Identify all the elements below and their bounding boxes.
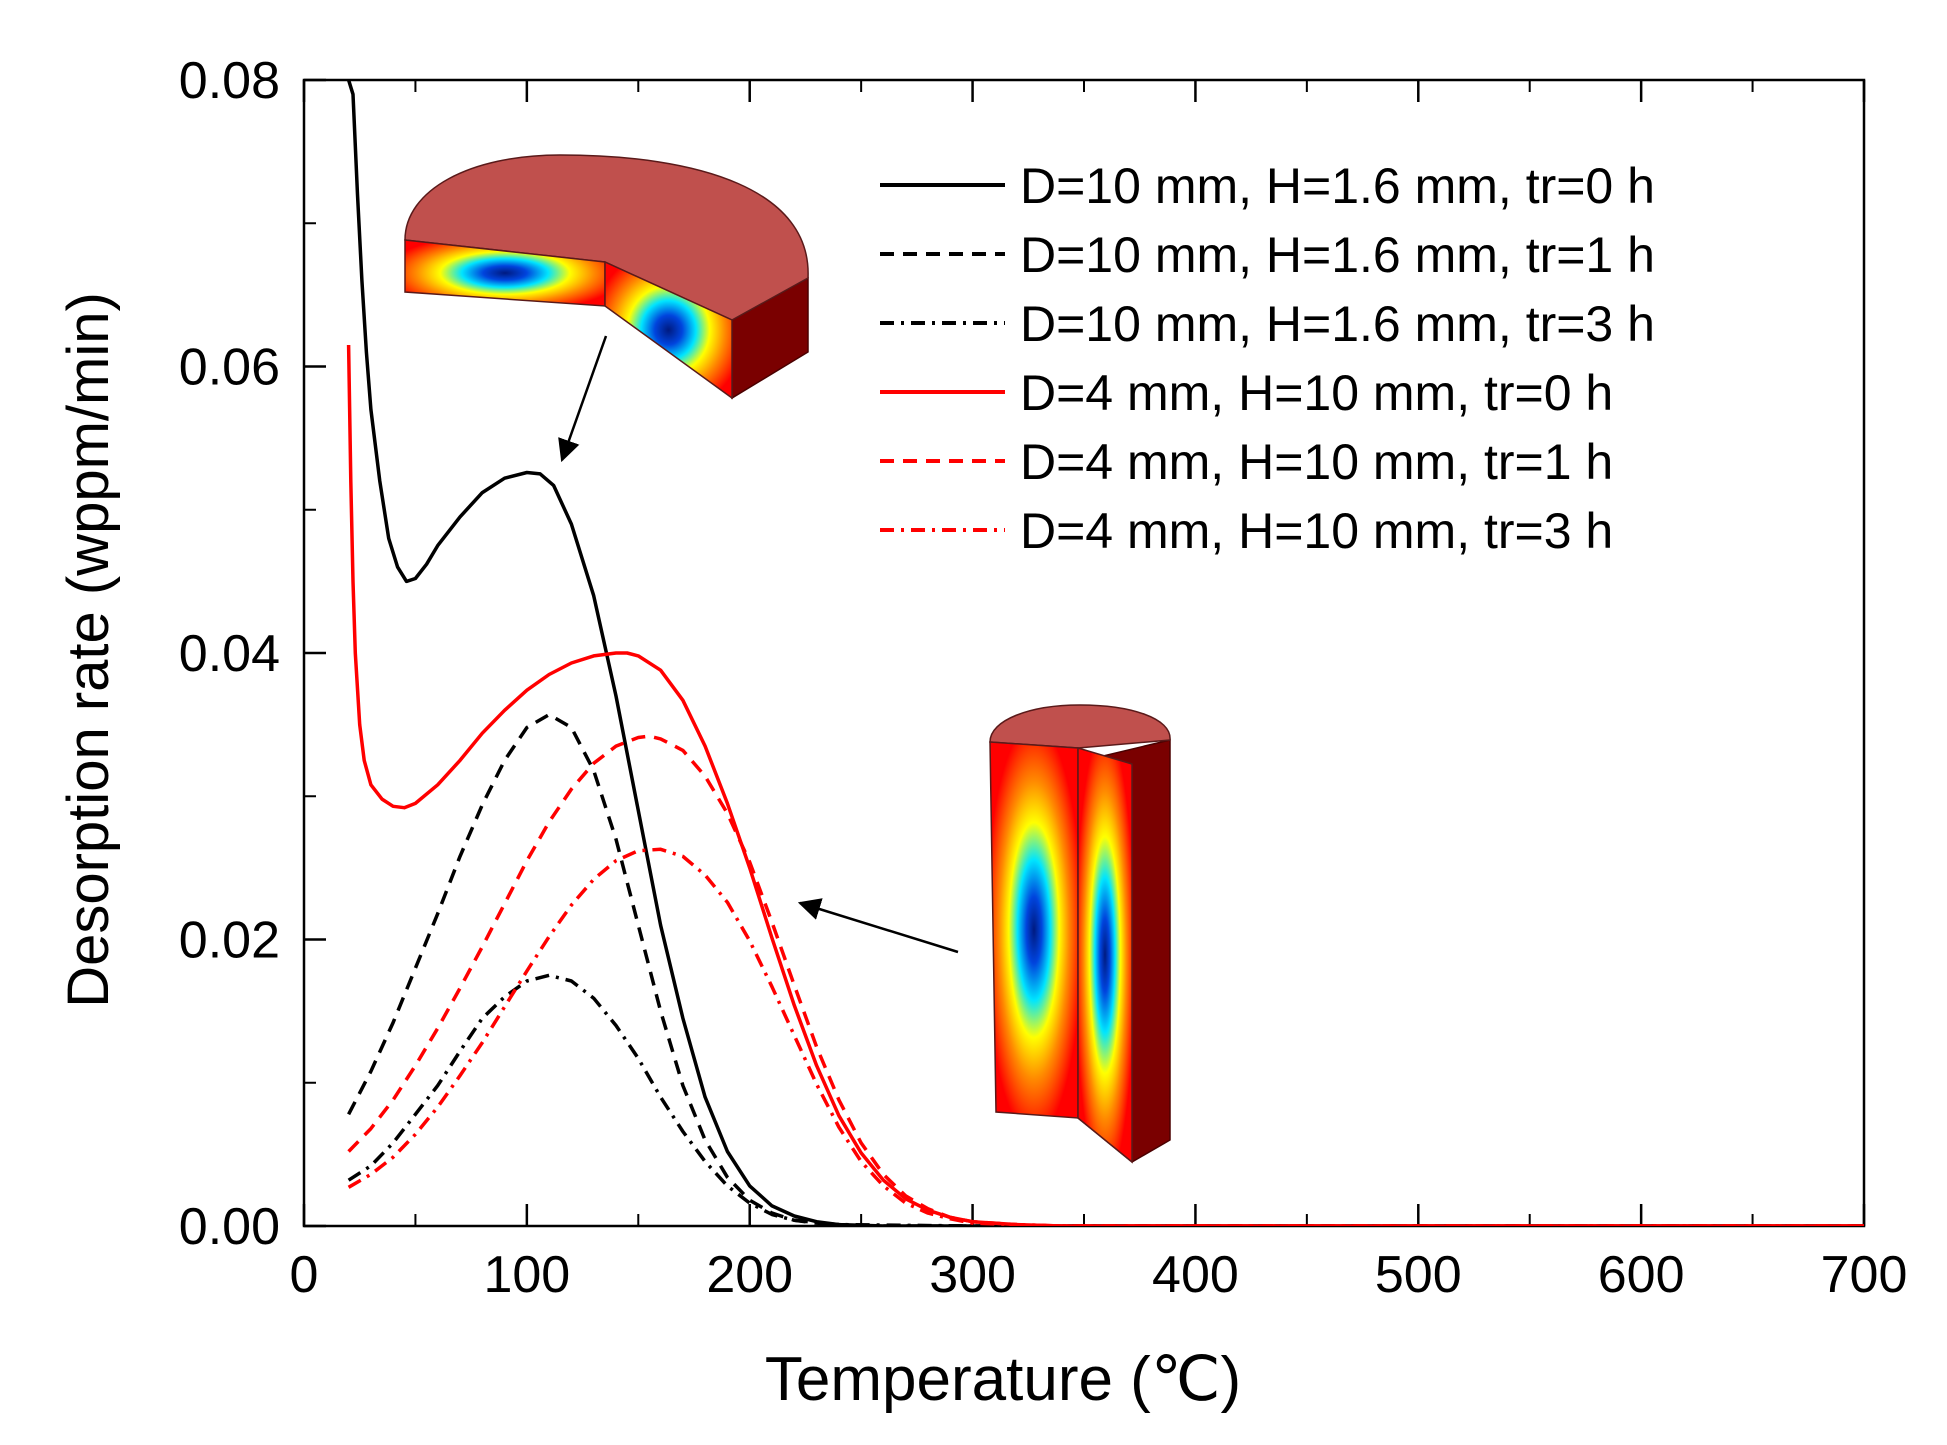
cylinder-specimen-inset bbox=[797, 704, 1171, 1164]
y-tick-label: 0.00 bbox=[179, 1198, 280, 1256]
legend-label-3: D=10 mm, H=1.6 mm, tr=3 h bbox=[1020, 296, 1655, 352]
x-tick-label: 600 bbox=[1598, 1246, 1685, 1304]
y-tick-label: 0.08 bbox=[179, 52, 280, 110]
y-tick-label: 0.04 bbox=[179, 625, 280, 683]
series-line-5 bbox=[347, 734, 1864, 1226]
legend-label-5: D=4 mm, H=10 mm, tr=1 h bbox=[1020, 434, 1613, 490]
y-axis-ticks: 0.00 0.02 0.04 0.06 0.08 bbox=[179, 52, 326, 1256]
cylinder-top-surface bbox=[989, 704, 1171, 749]
series-line-6 bbox=[347, 847, 1864, 1226]
series-layer bbox=[346, 80, 1864, 1226]
x-tick-label: 200 bbox=[706, 1246, 793, 1304]
disc-top-surface bbox=[404, 154, 809, 321]
legend-label-6: D=4 mm, H=10 mm, tr=3 h bbox=[1020, 503, 1613, 559]
disc-arrow bbox=[558, 335, 608, 463]
cylinder-cut-face-right bbox=[1077, 746, 1133, 1164]
x-tick-label: 700 bbox=[1821, 1246, 1908, 1304]
x-axis-label: Temperature (℃) bbox=[765, 1345, 1241, 1414]
y-tick-label: 0.06 bbox=[179, 339, 280, 397]
x-tick-label: 400 bbox=[1152, 1246, 1239, 1304]
y-tick-label: 0.02 bbox=[179, 912, 280, 970]
disc-specimen-inset bbox=[404, 154, 809, 463]
cylinder-cut-face-left bbox=[989, 741, 1079, 1119]
series-line-3 bbox=[347, 973, 1864, 1226]
legend: D=10 mm, H=1.6 mm, tr=0 h D=10 mm, H=1.6 … bbox=[880, 158, 1655, 559]
series-line-1 bbox=[346, 80, 1864, 1226]
y-axis-label: Desorption rate (wppm/min) bbox=[56, 292, 121, 1008]
legend-label-4: D=4 mm, H=10 mm, tr=0 h bbox=[1020, 365, 1613, 421]
x-tick-label: 100 bbox=[483, 1246, 570, 1304]
x-axis-ticks: 0 100 200 300 400 500 600 700 bbox=[290, 80, 1908, 1304]
x-tick-label: 500 bbox=[1375, 1246, 1462, 1304]
disc-cut-face-side bbox=[604, 260, 733, 400]
cylinder-arrow bbox=[797, 898, 959, 954]
x-tick-label: 300 bbox=[929, 1246, 1016, 1304]
legend-label-2: D=10 mm, H=1.6 mm, tr=1 h bbox=[1020, 227, 1655, 283]
legend-label-1: D=10 mm, H=1.6 mm, tr=0 h bbox=[1020, 158, 1655, 214]
x-tick-label: 0 bbox=[290, 1246, 319, 1304]
